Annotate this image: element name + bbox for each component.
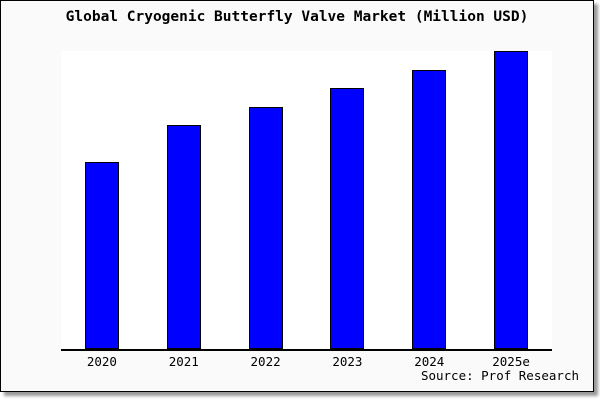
x-tick-2024: 2024 bbox=[414, 354, 445, 369]
bar-2023 bbox=[330, 87, 365, 349]
x-tick-2025e: 2025e bbox=[492, 354, 530, 369]
x-tick-2022: 2022 bbox=[250, 354, 281, 369]
plot-area bbox=[61, 51, 552, 351]
source-credit: Source: Prof Research bbox=[420, 368, 579, 383]
bar-2024 bbox=[412, 69, 447, 349]
x-tick-2023: 2023 bbox=[332, 354, 363, 369]
x-tick-2021: 2021 bbox=[168, 354, 199, 369]
bar-2020 bbox=[84, 162, 119, 349]
bar-2021 bbox=[166, 124, 201, 349]
x-tick-2020: 2020 bbox=[86, 354, 117, 369]
chart-title: Global Cryogenic Butterfly Valve Market … bbox=[65, 9, 529, 25]
x-axis-tick-labels: 2020 2021 2022 2023 2024 2025e bbox=[61, 354, 552, 370]
bar-2025e bbox=[494, 51, 529, 349]
bar-2022 bbox=[248, 106, 283, 349]
chart-card: Global Cryogenic Butterfly Valve Market … bbox=[0, 0, 594, 392]
